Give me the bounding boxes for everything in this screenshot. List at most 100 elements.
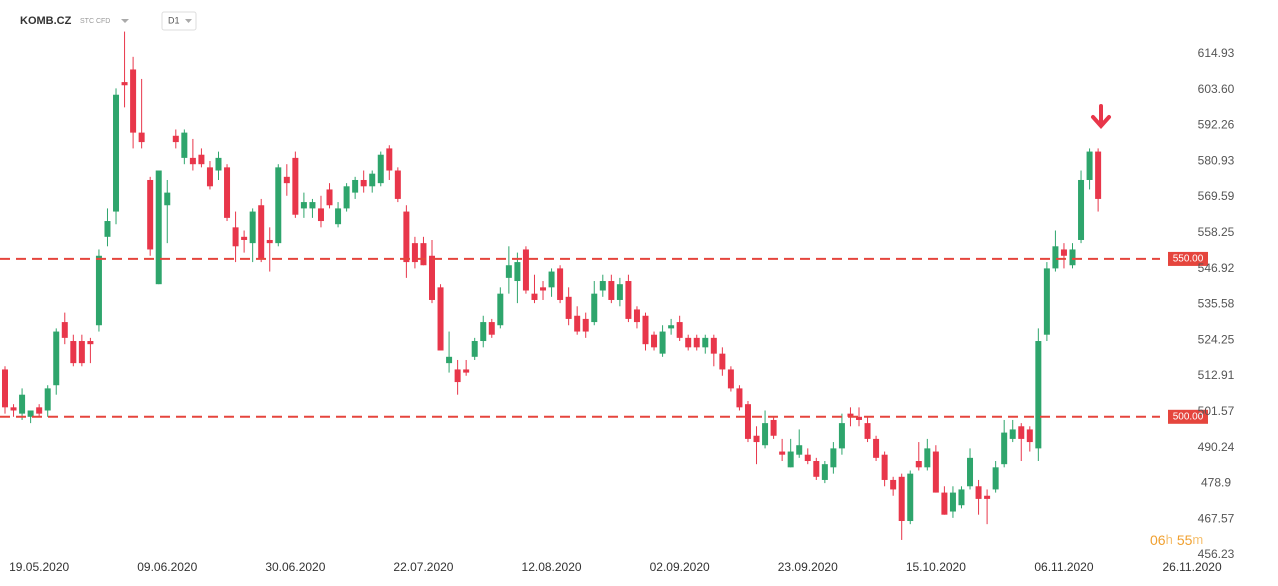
candle-body: [352, 179, 359, 193]
candle-body: [591, 293, 598, 323]
candle-body: [224, 167, 231, 218]
candle-body: [727, 369, 734, 389]
candle-body: [949, 492, 956, 512]
x-tick-label: 30.06.2020: [265, 560, 325, 574]
candle-body: [932, 451, 939, 493]
candle-body: [1069, 249, 1076, 266]
candle-body: [241, 236, 248, 240]
candle-body: [514, 262, 521, 282]
candle-body: [155, 170, 162, 285]
level-label: 500.00: [1173, 411, 1204, 422]
y-tick-label: 558.25: [1198, 225, 1235, 239]
candle-body: [522, 249, 529, 291]
x-tick-label: 26.11.2020: [1162, 560, 1221, 574]
timer: 06h 55m: [1150, 532, 1203, 548]
candle-body: [343, 186, 350, 209]
candle-body: [19, 394, 26, 414]
candle-body: [967, 457, 974, 487]
candle-body: [480, 322, 487, 342]
candle-body: [753, 435, 760, 443]
candle-body: [830, 448, 837, 468]
timer-m: m: [1192, 532, 1203, 547]
candle-body: [702, 337, 709, 348]
candle-body: [1078, 179, 1085, 240]
candle-body: [659, 331, 666, 354]
y-tick-label: 546.92: [1198, 261, 1235, 275]
candle-body: [309, 202, 316, 209]
symbol: KOMB.CZ: [20, 15, 72, 27]
candle-body: [420, 243, 427, 266]
y-tick-label: 490.24: [1198, 440, 1235, 454]
candle-body: [215, 157, 222, 171]
candle-body: [838, 423, 845, 449]
candle-body: [104, 221, 111, 237]
candle-body: [864, 423, 871, 439]
candle-body: [317, 208, 324, 222]
candle-body: [138, 132, 145, 143]
timeframe-dropdown: [185, 19, 192, 23]
candle-body: [548, 271, 555, 288]
timer-minutes: 55: [1177, 532, 1193, 548]
candle-body: [198, 154, 205, 165]
candle-body: [821, 464, 828, 480]
y-tick-label: 512.91: [1198, 368, 1235, 382]
candle-body: [258, 205, 265, 259]
candle-body: [189, 157, 196, 165]
y-tick-label: 592.26: [1198, 118, 1235, 132]
candle-body: [907, 473, 914, 522]
candle-body: [394, 170, 401, 199]
candle-body: [326, 189, 333, 206]
candle-body: [847, 413, 854, 417]
candle-body: [616, 284, 623, 300]
x-tick-label: 09.06.2020: [137, 560, 197, 574]
candle-body: [625, 281, 632, 319]
candle-body: [915, 461, 922, 468]
candle-body: [651, 334, 658, 348]
x-tick-label: 02.09.2020: [650, 560, 710, 574]
candle-body: [873, 438, 880, 458]
candle-body: [787, 451, 794, 468]
x-tick-label: 15.10.2020: [906, 560, 966, 574]
level-label: 550.00: [1173, 254, 1204, 265]
y-tick-label: 569.59: [1198, 189, 1235, 203]
candle-body: [130, 69, 137, 133]
sell-arrow: [1091, 104, 1111, 130]
candle-body: [377, 154, 384, 184]
candle-body: [941, 492, 948, 515]
candle-body: [1052, 246, 1059, 269]
candle-body: [232, 227, 239, 247]
plot: [0, 31, 1208, 540]
candle-body: [693, 337, 700, 348]
candle-body: [181, 132, 188, 158]
candle-body: [249, 211, 256, 244]
candle-body: [95, 255, 102, 326]
candle-body: [540, 287, 547, 291]
candle-body: [719, 353, 726, 370]
y-tick-label: 580.93: [1198, 153, 1235, 167]
candle-body: [369, 173, 376, 187]
candle-body: [924, 448, 931, 468]
candle-body: [676, 322, 683, 338]
candle-body: [471, 341, 478, 357]
symbol-dropdown[interactable]: [121, 19, 129, 23]
timeframe: D1: [168, 15, 180, 25]
candle-body: [710, 337, 717, 354]
candle-body: [87, 341, 94, 345]
timer-h: h: [1166, 532, 1173, 547]
level-badge: [1168, 251, 1208, 266]
candle-body: [44, 388, 51, 411]
candle-body: [557, 268, 564, 300]
candle-body: [531, 293, 538, 300]
candle-body: [642, 315, 649, 345]
candle-body: [898, 476, 905, 522]
candle-body: [975, 486, 982, 499]
timer-hours: 06: [1150, 532, 1166, 548]
timeframe-select[interactable]: [161, 11, 197, 31]
candle-body: [403, 211, 410, 263]
candle-body: [984, 495, 991, 499]
candle-body: [574, 315, 581, 332]
x-tick-label: 12.08.2020: [522, 560, 582, 574]
candle-body: [582, 318, 589, 332]
y-tick-label: 535.58: [1198, 297, 1235, 311]
candle-body: [454, 369, 461, 383]
